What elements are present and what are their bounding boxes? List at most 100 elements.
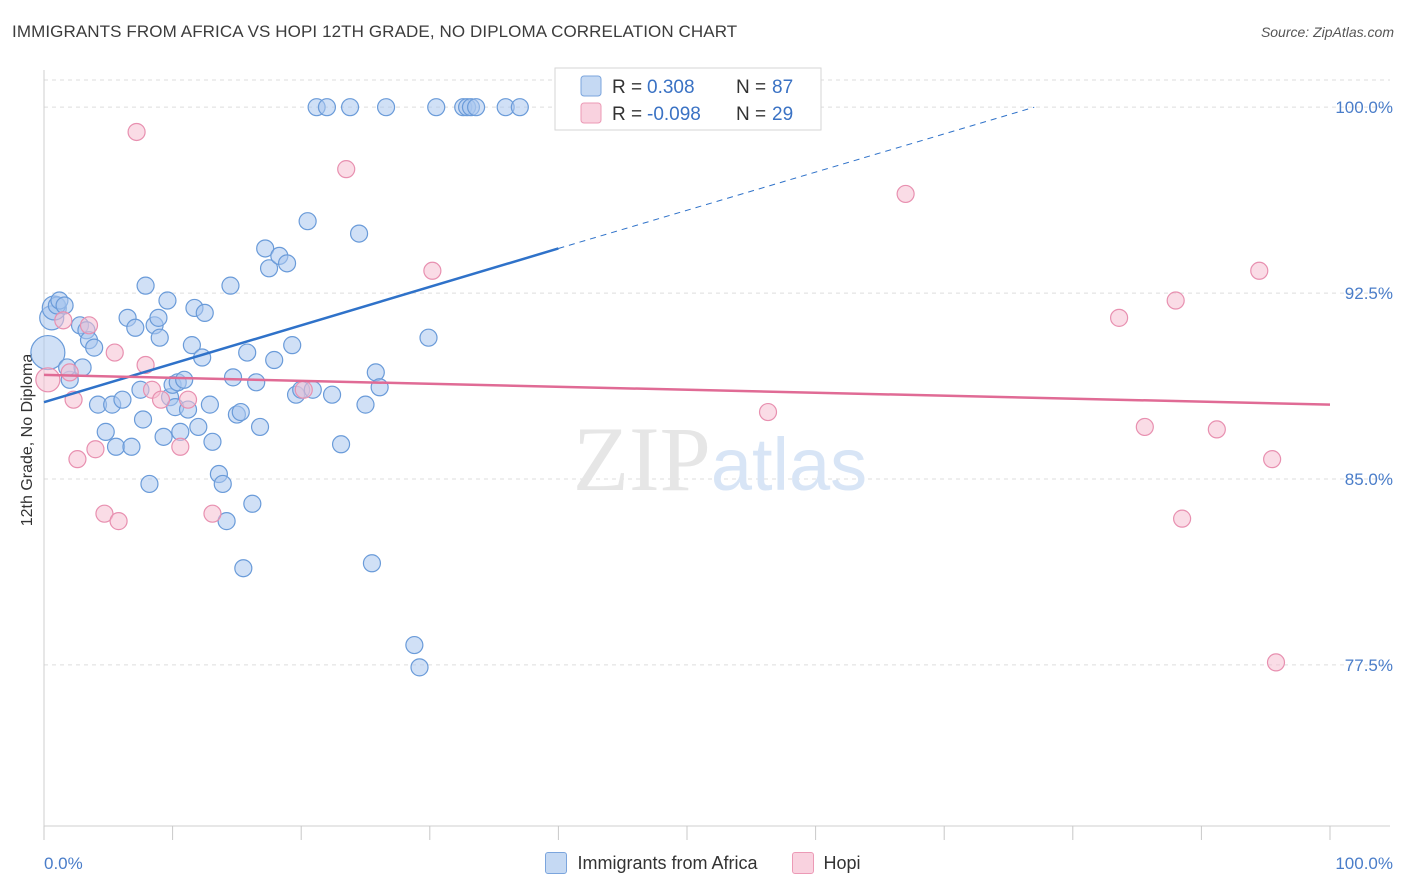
watermark: ZIPatlas [573,408,867,510]
stats-legend: R = 0.308 N = 87 R = -0.098 N = 29 [554,67,822,131]
africa-point [136,276,155,295]
africa-point [234,559,253,578]
stats-n-value: 87 [772,77,793,98]
hopi-point [35,367,61,393]
africa-point [85,338,104,357]
africa-point [510,98,529,117]
legend-swatch-africa [545,852,568,874]
africa-point [133,410,153,429]
africa-point [419,328,438,347]
hopi-point [337,160,356,179]
hopi-point [1250,261,1269,280]
africa-point [298,212,317,231]
y-tick-label: 77.5% [1345,656,1393,675]
hopi-point [1109,308,1129,327]
hopi-point [896,184,915,204]
hopi-point [54,311,73,330]
africa-point [175,370,194,389]
hopi-point [95,504,114,523]
watermark-atlas: atlas [711,423,867,506]
stats-r-value: -0.098 [647,104,701,125]
africa-point [238,343,257,362]
africa-point [376,98,396,117]
africa-point [410,658,429,677]
y-tick-label: 100.0% [1335,98,1393,117]
hopi-trend-line [43,373,1331,406]
africa-point [140,474,159,494]
hopi-point [109,512,128,531]
africa-point [221,276,240,295]
hopi-point [171,437,190,456]
africa-point [349,224,369,243]
stats-n-label: N = [736,77,766,98]
africa-point [466,98,486,117]
africa-point [331,435,351,454]
africa-point [213,474,232,494]
africa-point [150,328,169,347]
stats-r-value: 0.308 [647,77,695,98]
x-tick-label: 0.0% [44,854,83,873]
hopi-point [151,390,171,409]
africa-point [217,512,236,531]
stats-legend-swatch [580,102,602,124]
legend-label-africa: Immigrants from Africa [577,852,758,873]
hopi-point [1263,450,1282,469]
source-credit: Source: ZipAtlas.com [1260,24,1394,40]
africa-point [96,422,115,441]
africa-point [277,254,297,273]
hopi-point [136,355,155,375]
chart-title: IMMIGRANTS FROM AFRICA VS HOPI 12TH GRAD… [12,22,738,41]
hopi-point [86,440,105,459]
africa-point [182,336,201,355]
hopi-point [1207,420,1226,439]
stats-r-label: R = [612,77,642,98]
africa-trend-line [43,247,559,404]
africa-point [356,395,375,414]
hopi-point [79,316,99,335]
africa-point [231,402,250,422]
legend-swatch-hopi [791,852,814,874]
africa-point [223,368,243,387]
hopi-point [1266,653,1286,672]
hopi-point [68,450,87,469]
stats-n-label: N = [736,104,766,125]
africa-point [259,259,279,278]
hopi-point [178,390,198,409]
africa-trend-extension [558,106,1035,249]
legend-item-hopi: Hopi [791,852,861,874]
africa-point [203,432,222,451]
africa-point [322,385,342,404]
africa-point [405,635,424,655]
africa-point [189,417,208,437]
africa-point [427,98,446,117]
hopi-point [1173,509,1192,528]
africa-point [149,308,168,327]
africa-point [122,437,141,456]
hopi-point [758,402,778,422]
hopi-point [1135,417,1154,437]
africa-point [317,98,337,117]
hopi-point [294,380,313,399]
africa-point [126,318,145,337]
africa-point [243,494,262,513]
hopi-point [203,504,222,523]
africa-point [362,554,382,573]
africa-point [195,303,214,323]
hopi-point [423,261,442,280]
x-tick-label: 100.0% [1335,854,1393,873]
hopi-point [127,122,146,142]
africa-point [340,98,360,117]
africa-point [106,437,126,456]
africa-point [366,363,385,382]
africa-point [247,373,266,392]
africa-point [265,350,284,370]
africa-point [283,336,302,355]
africa-point [154,427,173,446]
africa-point [113,390,132,409]
stats-n-value: 29 [772,104,793,125]
hopi-point [105,343,124,362]
africa-point [200,395,219,414]
bottom-legend: Immigrants from Africa Hopi [0,852,1406,874]
y-tick-label: 85.0% [1345,470,1393,489]
